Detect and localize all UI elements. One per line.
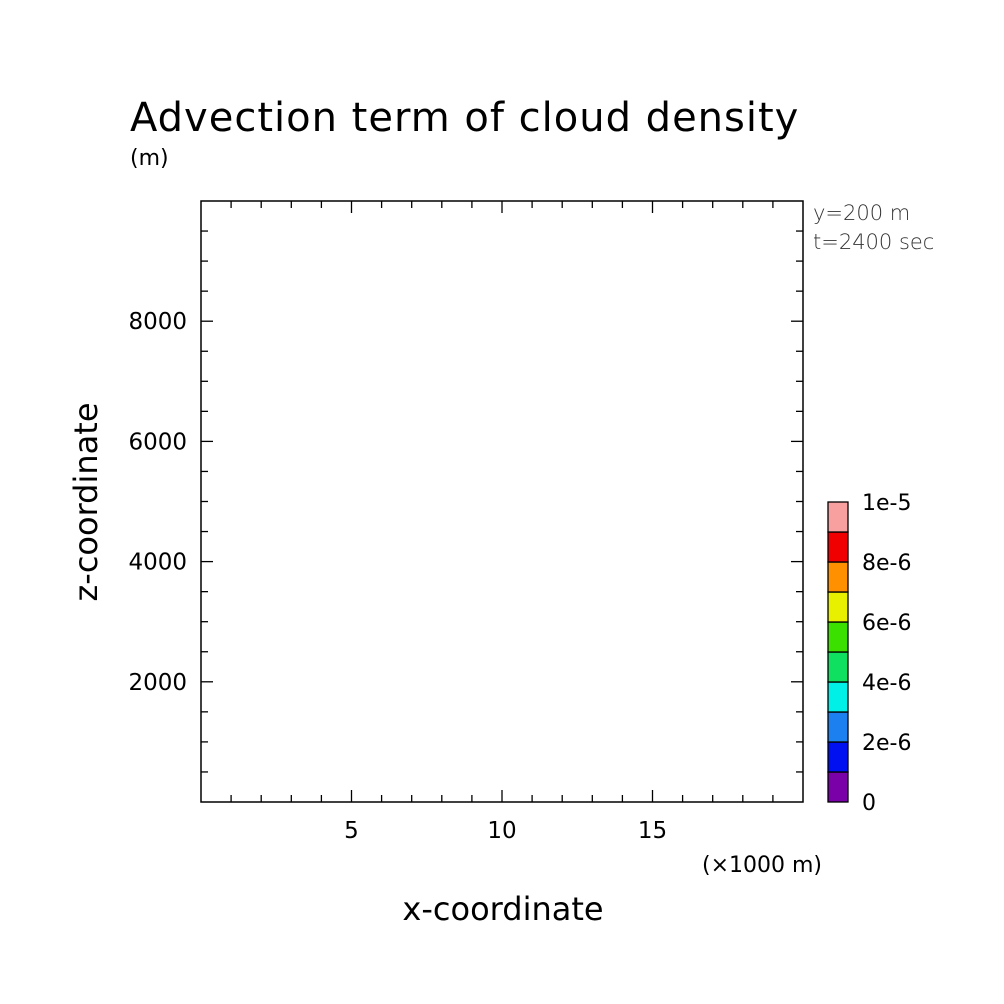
annotation-line-y: y=200 m xyxy=(813,201,910,225)
x-tick-label: 15 xyxy=(638,818,667,844)
x-tick-label: 5 xyxy=(344,818,359,844)
colorbar-swatch xyxy=(827,651,849,683)
colorbar-swatch xyxy=(827,741,849,773)
chart-subtitle: (m) xyxy=(130,146,169,171)
colorbar-swatch xyxy=(827,711,849,743)
y-tick-label: 2000 xyxy=(128,670,187,696)
annotation: y=200 m t=2400 sec xyxy=(813,201,934,254)
colorbar-swatch xyxy=(827,501,849,533)
colorbar-swatch xyxy=(827,591,849,623)
colorbar-tick-label: 4e-6 xyxy=(862,671,911,696)
plot-area xyxy=(200,200,804,803)
axis-ticks xyxy=(201,201,803,802)
y-axis-label: z-coordinate xyxy=(67,402,105,601)
colorbar-tick-label: 0 xyxy=(862,791,876,816)
y-tick-label: 8000 xyxy=(128,309,187,335)
colorbar-tick-label: 8e-6 xyxy=(862,551,911,576)
annotation-line-t: t=2400 sec xyxy=(813,230,934,254)
colorbar-tick-label: 6e-6 xyxy=(862,611,911,636)
colorbar-tick-label: 2e-6 xyxy=(862,731,911,756)
x-tick-labels: 5 10 15 xyxy=(344,818,667,844)
y-tick-labels: 2000 4000 6000 8000 xyxy=(128,309,187,696)
x-tick-label: 10 xyxy=(487,818,516,844)
y-tick-label: 4000 xyxy=(128,550,187,576)
colorbar-swatch xyxy=(827,561,849,593)
x-axis-unit: (×1000 m) xyxy=(702,853,822,878)
colorbar: 0 2e-6 4e-6 6e-6 8e-6 1e-5 xyxy=(827,491,911,816)
colorbar-swatch xyxy=(827,771,849,803)
colorbar-swatch xyxy=(827,531,849,563)
colorbar-tick-label: 1e-5 xyxy=(862,491,911,516)
x-axis-label: x-coordinate xyxy=(402,890,603,928)
colorbar-swatch xyxy=(827,621,849,653)
y-tick-label: 6000 xyxy=(128,429,187,455)
chart-title: Advection term of cloud density xyxy=(130,95,799,141)
colorbar-swatch xyxy=(827,681,849,713)
